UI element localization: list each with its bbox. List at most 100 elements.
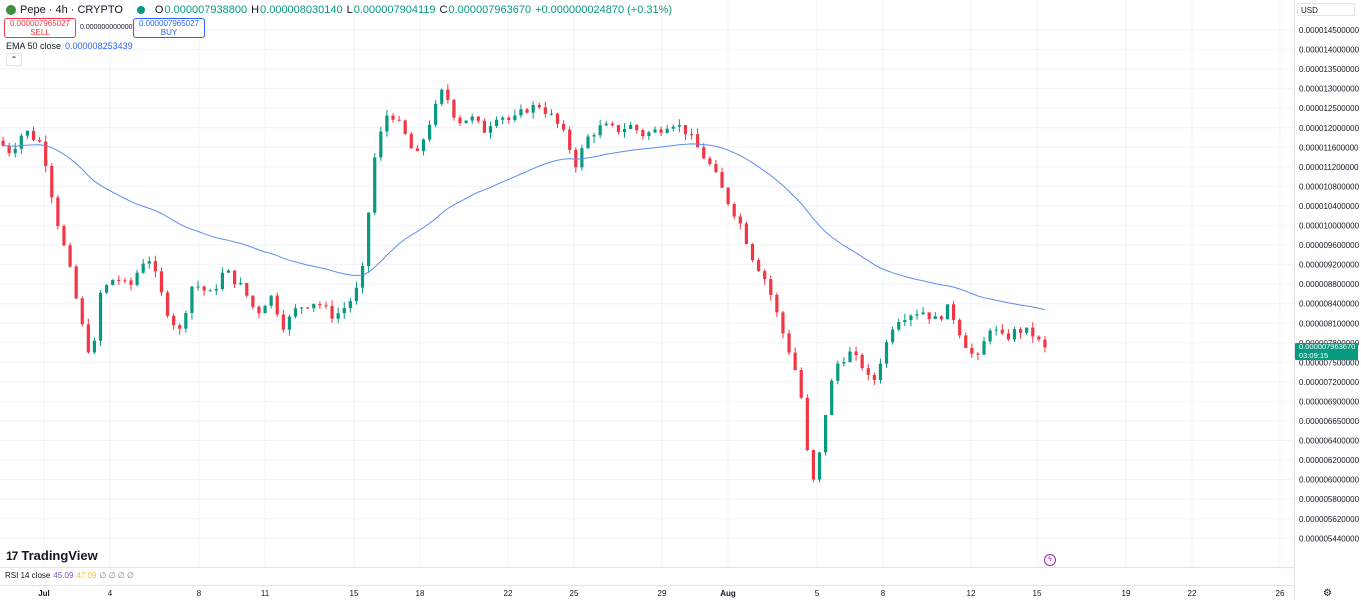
currency-select[interactable]: USD xyxy=(1297,3,1355,16)
candle-body xyxy=(214,288,218,291)
candle xyxy=(415,145,419,152)
candle-body xyxy=(275,295,279,315)
candle xyxy=(641,128,645,140)
tradingview-mark: 17 xyxy=(6,548,18,563)
candle xyxy=(232,270,237,288)
candle-body xyxy=(1031,327,1035,337)
candle xyxy=(38,136,42,143)
buy-button[interactable]: 0.000007965027 BUY xyxy=(133,18,205,38)
rsi-pane[interactable] xyxy=(0,567,1294,586)
candle-body xyxy=(202,286,206,291)
candle xyxy=(677,119,681,133)
time-tick-label: 4 xyxy=(108,589,113,598)
price-tick-label: 0.000006400000 xyxy=(1299,437,1360,446)
symbol-title[interactable]: Pepe · 4h · CRYPTO xyxy=(20,4,123,16)
candle xyxy=(13,142,17,158)
candle xyxy=(830,378,834,416)
ema-label: EMA 50 close xyxy=(6,41,62,51)
candle-body xyxy=(7,145,11,154)
price-tick-label: 0.000011600000 xyxy=(1299,143,1359,152)
candle-body xyxy=(476,116,480,121)
candle xyxy=(373,153,377,216)
candle-body xyxy=(549,113,554,115)
candle-body xyxy=(817,452,822,480)
candle xyxy=(165,290,170,319)
candle-body xyxy=(525,109,529,113)
candle-body xyxy=(1,140,5,146)
candle-body xyxy=(555,113,560,124)
candle xyxy=(360,262,365,294)
pepe-logo-icon[interactable] xyxy=(6,5,16,15)
candle xyxy=(994,325,998,336)
price-tick-label: 0.000012000000 xyxy=(1299,124,1360,133)
candle xyxy=(281,309,285,333)
time-tick-label: 8 xyxy=(197,589,202,598)
lightning-icon[interactable]: ϟ xyxy=(1044,554,1056,566)
price-tick-label: 0.000009200000 xyxy=(1299,261,1360,270)
ema-indicator-legend[interactable]: EMA 50 close 0.000008253439 xyxy=(6,41,133,51)
candle xyxy=(86,318,90,354)
candle-body xyxy=(933,316,937,320)
candle xyxy=(775,292,779,318)
candle-body xyxy=(982,341,986,355)
candle xyxy=(141,259,145,274)
price-scale[interactable]: 0.000014500000 0.000014000000 0.0000135000… xyxy=(1294,0,1361,600)
candle xyxy=(714,160,718,174)
candle-body xyxy=(153,261,157,272)
candle-body xyxy=(580,148,584,168)
candle xyxy=(190,285,194,320)
candle-body xyxy=(775,294,779,313)
candle xyxy=(836,360,840,385)
sell-label: SELL xyxy=(30,28,50,37)
candle-body xyxy=(159,271,164,293)
market-status-icon[interactable] xyxy=(136,6,145,14)
candle-body xyxy=(909,315,913,321)
candle-body xyxy=(196,286,200,288)
candle xyxy=(622,123,627,138)
candle-body xyxy=(763,271,767,280)
candle xyxy=(7,142,11,157)
tradingview-logo[interactable]: 17 TradingView xyxy=(6,548,98,563)
vertical-gridlines xyxy=(43,0,1281,567)
candle xyxy=(933,312,937,320)
candle xyxy=(245,282,249,298)
candle xyxy=(251,295,255,310)
candle-body xyxy=(677,125,681,127)
price-tick-label: 0.000008400000 xyxy=(1299,300,1360,309)
candle-body xyxy=(62,226,66,246)
candle-body xyxy=(482,120,486,133)
candle xyxy=(324,301,328,309)
time-tick-labels: Jul 4 8 11 15 18 22 25 29 Aug 5 8 12 15 19 22 26 xyxy=(38,589,1285,598)
time-tick-label: 26 xyxy=(1276,589,1285,598)
time-tick-label: 15 xyxy=(1033,589,1042,598)
gear-icon[interactable]: ⚙ xyxy=(1323,588,1332,599)
candle xyxy=(555,112,560,129)
candle xyxy=(568,126,572,154)
candle-body xyxy=(415,148,419,152)
candle xyxy=(891,326,895,345)
candle-body xyxy=(659,129,663,133)
candle-body xyxy=(976,353,980,355)
rsi-indicator-legend[interactable]: RSI 14 close 45.09 47.09 ∅ ∅ ∅ ∅ xyxy=(5,571,134,580)
candle-body xyxy=(787,333,791,353)
candle xyxy=(159,267,164,297)
candle xyxy=(738,213,742,230)
candle xyxy=(872,372,876,385)
sell-button[interactable]: 0.000007965027 SELL xyxy=(4,18,76,38)
chevron-up-icon[interactable]: ⌃ xyxy=(6,53,22,66)
candle-body xyxy=(507,117,511,120)
candle-body xyxy=(141,263,145,273)
horizontal-gridlines xyxy=(0,29,1294,539)
candle xyxy=(817,451,822,483)
price-chart[interactable] xyxy=(0,0,1294,567)
candle-body xyxy=(1012,329,1017,340)
candle xyxy=(848,346,852,363)
candle xyxy=(421,138,426,156)
price-tick-label: 0.000005440000 xyxy=(1299,534,1360,543)
candle-body xyxy=(129,280,133,285)
candlestick-series xyxy=(1,84,1047,483)
low-label: L xyxy=(346,4,353,16)
candle xyxy=(178,323,182,335)
candle xyxy=(135,269,139,287)
time-axis[interactable]: Jul 4 8 11 15 18 22 25 29 Aug 5 8 12 15 19 22 26 xyxy=(0,585,1294,601)
